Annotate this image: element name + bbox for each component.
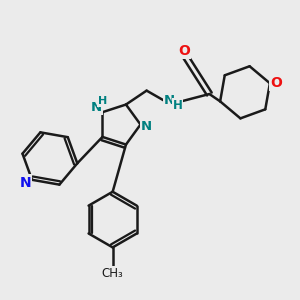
Text: N: N [20, 176, 31, 190]
Text: H: H [98, 96, 107, 106]
Text: CH₃: CH₃ [102, 267, 124, 280]
Text: N: N [164, 94, 175, 106]
Text: N: N [141, 120, 152, 133]
Text: N: N [91, 100, 102, 114]
Text: O: O [178, 44, 190, 58]
Text: H: H [173, 99, 183, 112]
Text: O: O [270, 76, 282, 90]
